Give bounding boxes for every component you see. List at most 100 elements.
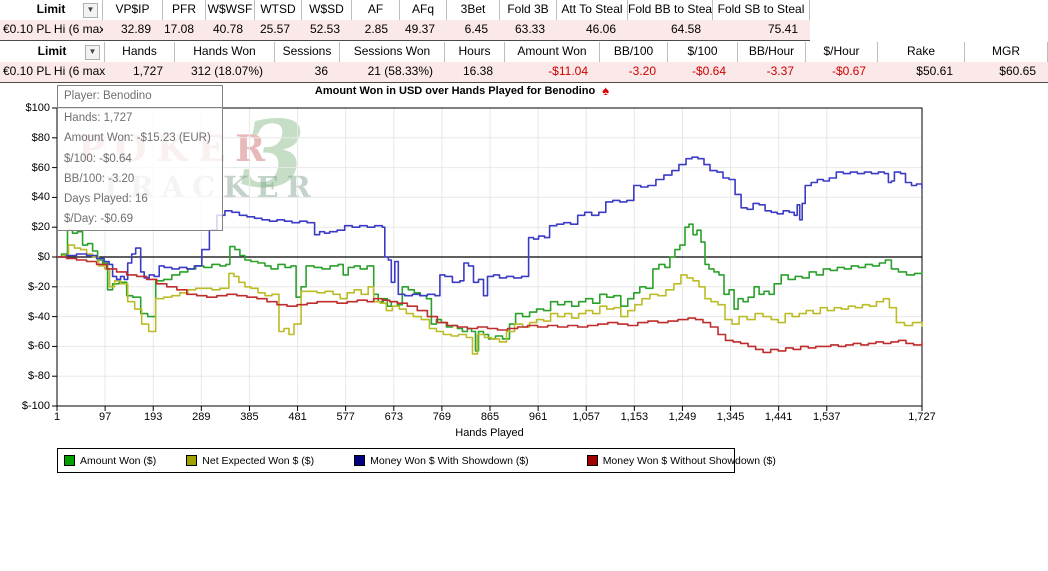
legend-label: Money Won $ Without Showdown ($) <box>602 454 776 467</box>
ring-value-pfr: 17.08 <box>163 20 206 40</box>
ring-header-fold-3b[interactable]: Fold 3B <box>500 0 557 20</box>
legend-item-net-expected-won: Net Expected Won $ ($) <box>186 455 314 467</box>
legend-swatch-icon <box>64 455 75 466</box>
ring-header-label-fold-3b: Fold 3B <box>507 2 549 16</box>
session-value-amount-won: -$11.04 <box>505 62 600 82</box>
session-value-hands: 1,727 <box>105 62 175 82</box>
ring-header-label-wtsd: WTSD <box>260 2 296 16</box>
ring-value-3bet: 6.45 <box>447 20 500 40</box>
y-tick-label-40: $40 <box>31 191 50 204</box>
session-header-hands[interactable]: Hands <box>105 42 175 62</box>
session-value-sessions-won: 21 (58.33%) <box>340 62 445 82</box>
x-tick-label-289: 289 <box>192 411 211 423</box>
session-bottom-border <box>0 82 1048 83</box>
legend-label: Money Won $ With Showdown ($) <box>370 454 529 467</box>
session-header-label-bb-hour: BB/Hour <box>748 44 795 58</box>
session-header-limit[interactable]: Limit ▼ <box>0 42 105 62</box>
session-header-label-limit: Limit <box>37 44 67 58</box>
ring-value-af: 2.85 <box>352 20 400 40</box>
session-header-label-sessions-won: Sessions Won <box>353 44 431 58</box>
session-header-mgr[interactable]: MGR <box>965 42 1048 62</box>
session-header-100[interactable]: $/100 <box>668 42 738 62</box>
tooltip-row-bb-100: BB/100: -3.20 <box>64 172 135 185</box>
chart-legend: Amount Won ($) Net Expected Won $ ($) Mone… <box>57 448 776 473</box>
session-value-sessions: 36 <box>275 62 340 82</box>
sort-dropdown-icon[interactable]: ▼ <box>85 45 100 60</box>
tooltip-row-hands: Hands: 1,727 <box>64 112 133 124</box>
ring-header-fold-sb-to-steal[interactable]: Fold SB to Steal <box>713 0 810 20</box>
ring-header-3bet[interactable]: 3Bet <box>447 0 500 20</box>
session-header-amount-won[interactable]: Amount Won <box>505 42 600 62</box>
x-tick-label-1-441: 1,441 <box>764 411 793 423</box>
session-header-hour[interactable]: $/Hour <box>806 42 878 62</box>
ring-header-w-sd[interactable]: W$SD <box>302 0 352 20</box>
session-header-label-rake: Rake <box>906 44 935 58</box>
ring-header-afq[interactable]: AFq <box>400 0 447 20</box>
session-value-bb-hour: -3.37 <box>738 62 806 82</box>
session-header-hands-won[interactable]: Hands Won <box>175 42 275 62</box>
ring-header-wtsd[interactable]: WTSD <box>255 0 302 20</box>
y-tick-label-80: $-80 <box>27 370 50 383</box>
ring-header-att-to-steal[interactable]: Att To Steal <box>557 0 628 20</box>
session-header-label-sessions: Sessions <box>282 44 332 58</box>
tooltip-row-day: $/Day: -$0.69 <box>64 213 134 226</box>
x-tick-label-577: 577 <box>336 411 355 423</box>
x-tick-label-673: 673 <box>384 411 403 423</box>
session-value-hours: 16.38 <box>445 62 505 82</box>
ring-header-label-att-to-steal: Att To Steal <box>561 2 623 16</box>
ring-header-label-w-wsf: W$WSF <box>207 2 253 16</box>
y-tick-label-40: $-40 <box>27 310 50 323</box>
ring-value-row[interactable]: €0.10 PL Hi (6 max 32.89 17.08 40.78 25.57 52… <box>0 20 810 40</box>
x-tick-label-385: 385 <box>240 411 259 423</box>
ring-header-fold-bb-to-steal[interactable]: Fold BB to Steal <box>628 0 713 20</box>
session-header-sessions[interactable]: Sessions <box>275 42 340 62</box>
ring-value-fold-3b: 63.33 <box>500 20 557 40</box>
x-tick-label-1-345: 1,345 <box>716 411 745 423</box>
session-value-row[interactable]: €0.10 PL Hi (6 max 1,727 312 (18.07%) 36 21 … <box>0 62 1048 82</box>
ring-header-label-3bet: 3Bet <box>460 2 486 16</box>
session-value-mgr: $60.65 <box>965 62 1048 82</box>
ring-header-limit[interactable]: Limit ▼ <box>0 0 103 20</box>
y-tick-label-80: $80 <box>31 131 50 144</box>
x-tick-label-1-057: 1,057 <box>572 411 600 423</box>
session-header-bb-hour[interactable]: BB/Hour <box>738 42 806 62</box>
ring-header-label-w-sd: W$SD <box>309 2 344 16</box>
ring-stats-table: Limit ▼ VP$IP PFR W$WSF WTSD W$SD AF AFq 3Bet Fold… <box>0 0 810 41</box>
session-header-label-100: $/100 <box>687 44 718 58</box>
x-tick-label-1-249: 1,249 <box>668 411 697 423</box>
y-tick-label-20: $-20 <box>27 280 50 293</box>
session-header-rake[interactable]: Rake <box>878 42 965 62</box>
legend-item-money-won-with-showdown: Money Won $ With Showdown ($) <box>354 455 529 467</box>
legend-swatch-icon <box>186 455 198 466</box>
spade-icon: ♠ <box>602 83 610 98</box>
session-header-bb-100[interactable]: BB/100 <box>600 42 668 62</box>
ring-header-vp-ip[interactable]: VP$IP <box>103 0 163 20</box>
ring-value-wtsd: 25.57 <box>255 20 302 40</box>
ring-header-label-limit: Limit <box>36 2 66 16</box>
x-tick-label-193: 193 <box>144 411 163 423</box>
session-value-hands-won: 312 (18.07%) <box>175 62 275 82</box>
session-header-label-bb-100: BB/100 <box>613 44 654 58</box>
session-header-hours[interactable]: Hours <box>445 42 505 62</box>
x-tick-label-865: 865 <box>480 411 500 423</box>
session-header-label-amount-won: Amount Won <box>517 44 587 58</box>
sort-dropdown-icon[interactable]: ▼ <box>83 3 98 18</box>
hover-tooltip: Player: Benodino Hands: 1,727 Amount Won:… <box>57 85 223 231</box>
tooltip-row-days-played: Days Played: 16 <box>64 193 148 206</box>
y-tick-label-60: $60 <box>31 161 50 174</box>
chart-title-row: Amount Won in USD over Hands Played for … <box>57 83 867 98</box>
ring-value-w-sd: 52.53 <box>302 20 352 40</box>
ring-header-w-wsf[interactable]: W$WSF <box>206 0 255 20</box>
session-header-sessions-won[interactable]: Sessions Won <box>340 42 445 62</box>
ring-header-pfr[interactable]: PFR <box>163 0 206 20</box>
legend-label: Amount Won ($) <box>80 454 157 467</box>
tooltip-rows: Hands: 1,727 Amount Won: -$15.23 (EUR) $/1… <box>58 108 222 230</box>
ring-header-label-afq: AFq <box>411 2 434 16</box>
legend-item-amount-won: Amount Won ($) <box>64 455 156 467</box>
ring-header-af[interactable]: AF <box>352 0 400 20</box>
session-header-label-hour: $/Hour <box>823 44 860 58</box>
tooltip-row-100: $/100: -$0.64 <box>64 152 132 165</box>
x-axis-title: Hands Played <box>455 427 524 439</box>
ring-value-fold-bb-to-steal: 64.58 <box>628 20 713 40</box>
session-header-label-mgr: MGR <box>992 44 1020 58</box>
